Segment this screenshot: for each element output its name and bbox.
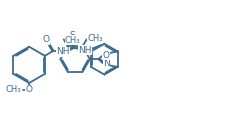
Text: O: O — [26, 85, 33, 94]
Text: CH₃: CH₃ — [5, 85, 21, 94]
Text: NH: NH — [56, 47, 70, 56]
Text: N: N — [103, 59, 110, 68]
Text: O: O — [43, 36, 50, 44]
Text: CH₃: CH₃ — [65, 36, 80, 45]
Text: NH: NH — [78, 46, 92, 55]
Text: O: O — [103, 51, 110, 60]
Text: S: S — [70, 31, 75, 40]
Text: CH₃: CH₃ — [88, 34, 103, 43]
